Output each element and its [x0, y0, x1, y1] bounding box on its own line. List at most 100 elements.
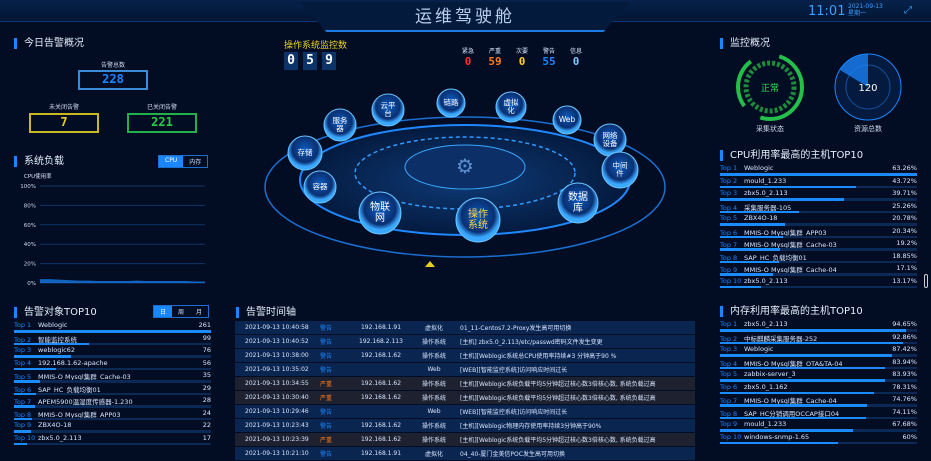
outer-ring	[264, 116, 666, 258]
list-item[interactable]: Top 9 MMIS-O Mysql集群_Cache-04 17.1%	[720, 264, 917, 277]
node-label[interactable]: 物联网	[370, 202, 390, 224]
period-tabs: 日周 月	[153, 305, 210, 318]
timeline-row[interactable]: 2021-09-13 10:34:55 严重 192.168.1.62 操作系统 [主机…	[235, 377, 695, 390]
tab-memory[interactable]: 内存	[189, 159, 202, 166]
item-value: 99	[202, 333, 211, 342]
node-bubble[interactable]	[323, 108, 357, 142]
severity-level: 次要 0	[509, 46, 535, 68]
timeline-row[interactable]: 2021-09-13 10:30:40 严重 192.168.1.62 操作系统 [主机…	[235, 391, 695, 404]
rank: Top 10	[720, 432, 742, 441]
tab-week[interactable]: 周	[178, 309, 185, 316]
progress-bar	[720, 366, 917, 369]
list-item[interactable]: Top 10 zbx5.0_2.113 17	[14, 434, 211, 447]
list-item[interactable]: Top 4 采集服务器-105 25.26%	[720, 202, 917, 215]
list-item[interactable]: Top 7 MMIS-O Mysql集群_Cache-03 19.2%	[720, 239, 917, 252]
list-item[interactable]: Top 9 ZBX4O-18 22	[14, 421, 211, 434]
list-item[interactable]: Top 10 windows-snmp-1.65 60%	[720, 433, 917, 446]
node-bubble[interactable]	[557, 182, 599, 224]
item-value: 87.42%	[892, 345, 917, 353]
open-label: 未关闭告警	[48, 104, 79, 111]
scrollbar[interactable]	[924, 274, 928, 288]
alarm-type: 操作系统	[421, 338, 446, 346]
list-item[interactable]: Top 7 MMIS-O Mysql集群_Cache-04 74.76%	[720, 395, 917, 408]
node-label[interactable]: 服务器	[332, 115, 348, 133]
timeline-row[interactable]: 2021-09-13 10:40:52 警告 192.168.2.113 操作系统 [主…	[235, 335, 695, 348]
list-item[interactable]: Top 1 Weblogic 261	[14, 321, 211, 334]
alarm-type: 操作系统	[421, 352, 446, 360]
level-value: 0	[464, 55, 472, 68]
list-item[interactable]: Top 1 Weblogic 63.26%	[720, 164, 917, 177]
list-item[interactable]: Top 2 中标麒麟采集服务器-252 92.86%	[720, 333, 917, 346]
list-item[interactable]: Top 5 zabbix-server_3 83.93%	[720, 370, 917, 383]
timeline-row[interactable]: 2021-09-13 10:23:43 警告 192.168.1.62 操作系统 [主机…	[235, 419, 695, 432]
node-bubble[interactable]	[371, 93, 405, 127]
node-bubble[interactable]	[552, 105, 582, 135]
node-bubble[interactable]	[287, 135, 323, 171]
list-item[interactable]: Top 5 ZBX4O-18 20.78%	[720, 214, 917, 227]
node-label[interactable]: 操作系统	[468, 209, 488, 231]
item-name: zbx5.0_2.113	[38, 433, 82, 442]
tab-day[interactable]: 日	[154, 306, 173, 317]
list-item[interactable]: Top 3 weblogic62 76	[14, 346, 211, 359]
node-label[interactable]: 容器	[312, 181, 328, 191]
expand-icon[interactable]: ⤢	[904, 5, 912, 16]
node-label[interactable]: 中间件	[612, 160, 628, 178]
rank: Top 8	[720, 409, 738, 418]
timeline-row[interactable]: 2021-09-13 10:40:58 警告 192.168.1.91 虚拟化 01_1…	[235, 321, 695, 334]
alarm-time: 2021-09-13 10:30:40	[245, 393, 309, 401]
alarm-message: [WEB][智能监控系统]访问响应时间过长	[460, 408, 568, 416]
node-bubble[interactable]	[358, 191, 402, 235]
list-item[interactable]: Top 10 zbx5.0_2.113 13.17%	[720, 277, 917, 290]
node-label[interactable]: 存储	[297, 147, 313, 157]
progress-fill	[720, 185, 857, 188]
list-item[interactable]: Top 3 zbx5.0_2.113 39.71%	[720, 189, 917, 202]
top-objects-title: 告警对象TOP10	[14, 307, 97, 318]
list-item[interactable]: Top 3 Weblogic 87.42%	[720, 345, 917, 358]
alarm-level: 严重	[320, 380, 333, 388]
rank: Top 9	[720, 420, 738, 428]
list-item[interactable]: Top 6 MMIS-O Mysql集群_APP03 20.34%	[720, 227, 917, 240]
list-item[interactable]: Top 7 APEM5900温湿度传感器-1.230 28	[14, 396, 211, 409]
list-item[interactable]: Top 8 SAP_HC分销调用OCCAP接口04 74.11%	[720, 408, 917, 421]
timeline-row[interactable]: 2021-09-13 10:29:46 警告 Web [WEB][智能监控系统]访问响…	[235, 405, 695, 418]
node-label[interactable]: 数据库	[568, 192, 588, 214]
timeline-row[interactable]: 2021-09-13 10:23:39 严重 192.168.1.62 操作系统 [主机…	[235, 433, 695, 446]
node-label[interactable]: 虚拟化	[503, 97, 519, 115]
node-bubble[interactable]	[601, 151, 639, 189]
level-label: 严重	[488, 48, 501, 55]
node-bubble[interactable]	[455, 197, 501, 243]
list-item[interactable]: Top 2 mould_1.233 43.72%	[720, 177, 917, 190]
timeline-row[interactable]: 2021-09-13 10:35:02 警告 Web [WEB][智能监控系统]访问响…	[235, 363, 695, 376]
tab-cpu[interactable]: CPU	[159, 156, 184, 167]
resource-value: 120	[858, 83, 877, 94]
list-item[interactable]: Top 6 SAP_HC_负载均衡01 29	[14, 384, 211, 397]
list-item[interactable]: Top 6 zbx5.0_1.162 78.31%	[720, 383, 917, 396]
list-item[interactable]: Top 9 mould_1.233 67.68%	[720, 420, 917, 433]
node-label[interactable]: 云平台	[380, 100, 396, 118]
item-value: 20.34%	[892, 226, 917, 235]
progress-bar	[14, 380, 211, 383]
list-item[interactable]: Top 1 zbx5.0_2.113 94.65%	[720, 320, 917, 333]
progress-fill	[720, 366, 886, 369]
progress-bar	[720, 198, 917, 201]
progress-bar	[14, 355, 211, 358]
list-item[interactable]: Top 2 智能监控系统 99	[14, 334, 211, 347]
item-name: Weblogic	[38, 321, 68, 329]
list-item[interactable]: Top 4 192.168.1.62-apache 56	[14, 359, 211, 372]
list-item[interactable]: Top 8 MMIS-O Mysql集群_APP03 24	[14, 409, 211, 422]
progress-bar	[720, 354, 917, 357]
list-item[interactable]: Top 4 MMIS-O Mysql集群_OTA&TA-04 83.94%	[720, 358, 917, 371]
node-bubble[interactable]	[495, 91, 527, 123]
tab-month[interactable]: 月	[196, 309, 203, 316]
y-tick-label: 60%	[24, 223, 36, 229]
node-label[interactable]: Web	[558, 114, 576, 124]
node-bubble[interactable]	[303, 170, 337, 204]
timeline-row[interactable]: 2021-09-13 10:38:00 警告 192.168.1.62 操作系统 [主机…	[235, 349, 695, 362]
node-label[interactable]: 网络设备	[602, 130, 618, 148]
list-item[interactable]: Top 8 SAP_HC_负载均衡01 18.85%	[720, 252, 917, 265]
node-bubble[interactable]	[436, 88, 466, 118]
alarm-type: 操作系统	[421, 380, 446, 388]
node-label[interactable]: 链路	[443, 97, 459, 107]
list-item[interactable]: Top 5 MMIS-O Mysql集群_Cache-03 35	[14, 371, 211, 384]
timeline-row[interactable]: 2021-09-13 10:21:10 警告 192.168.1.91 虚拟化 04_4…	[235, 447, 695, 460]
